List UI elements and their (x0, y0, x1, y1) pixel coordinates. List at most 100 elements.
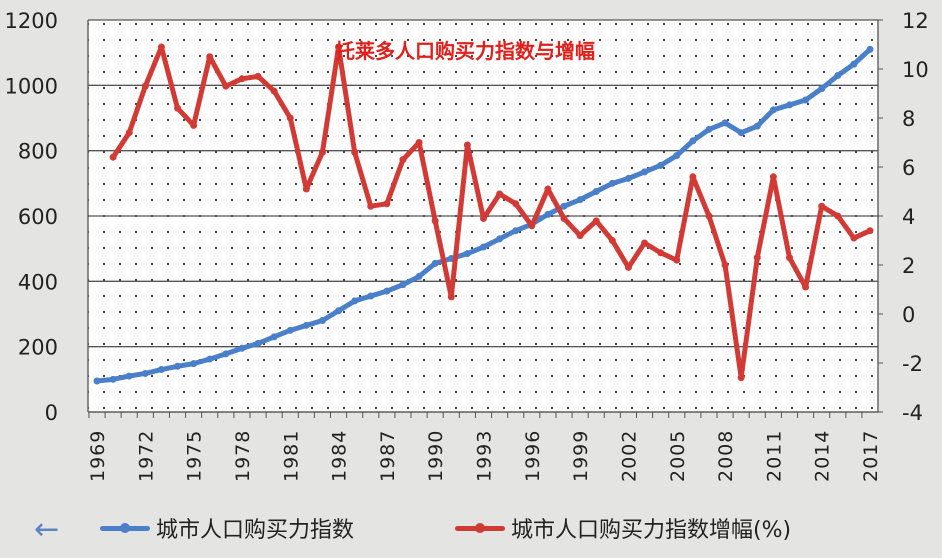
data-point (753, 122, 761, 130)
data-point (109, 375, 117, 383)
data-point (270, 87, 278, 95)
y-left-tick-label: 1000 (5, 74, 58, 98)
x-tick-label: 1987 (377, 430, 399, 482)
data-point (367, 292, 375, 300)
y-right-tick-label: -4 (902, 401, 923, 425)
data-point (318, 148, 326, 156)
data-point (834, 212, 842, 220)
data-point (222, 82, 230, 90)
data-point (576, 232, 584, 240)
data-point (463, 250, 471, 258)
data-point (512, 200, 520, 208)
data-point (705, 212, 713, 220)
chart: 0 200 400 600 800 1000 1200 -4 -2 0 2 4 6 8 10 12 1969 19… (5, 9, 929, 482)
x-tick-label: 1984 (329, 430, 351, 482)
data-point (335, 43, 343, 51)
data-point (141, 82, 149, 90)
y-left-tick-label: 1200 (5, 9, 58, 33)
data-point (544, 185, 552, 193)
data-point (351, 297, 359, 305)
data-point (802, 96, 810, 104)
y-right-tick-label: 10 (902, 58, 929, 82)
legend-label: 城市人口购买力指数 (156, 518, 355, 543)
data-point (254, 72, 262, 80)
legend-swatch-red (455, 522, 505, 533)
data-point (157, 43, 165, 51)
x-tick-label: 1981 (280, 430, 302, 482)
data-point (399, 281, 407, 289)
data-point (399, 156, 407, 164)
data-point (141, 369, 149, 377)
data-point (367, 202, 375, 210)
data-point (866, 45, 874, 53)
legend-item-index: 城市人口购买力指数 (100, 510, 354, 546)
legend-swatch-blue (100, 522, 150, 533)
data-point (254, 339, 262, 347)
y-right-tick-label: 0 (902, 303, 915, 327)
data-point (351, 148, 359, 156)
chart-title: 托莱多人口购买力指数与增幅 (335, 39, 595, 63)
data-point (206, 355, 214, 363)
data-point (624, 263, 632, 271)
data-point (673, 256, 681, 264)
data-point (818, 202, 826, 210)
data-point (431, 217, 439, 225)
arrow-left-icon[interactable]: ← (34, 512, 60, 547)
data-point (592, 217, 600, 225)
data-point (785, 101, 793, 109)
data-point (608, 237, 616, 244)
data-point (463, 141, 471, 149)
data-point (512, 227, 520, 235)
x-tick-label: 2005 (667, 430, 689, 482)
data-point (641, 239, 649, 247)
data-point (769, 106, 777, 114)
data-point (560, 202, 568, 210)
x-tick-label: 2011 (763, 430, 785, 482)
data-point (576, 196, 584, 204)
data-point (125, 372, 133, 380)
x-tick-label: 1975 (184, 430, 206, 482)
data-point (769, 173, 777, 181)
data-point (174, 362, 182, 370)
data-point (238, 75, 246, 83)
data-point (802, 283, 810, 291)
x-tick-label: 1969 (87, 430, 109, 482)
data-point (318, 317, 326, 325)
data-point (737, 129, 745, 137)
y-right-tick-label: 2 (902, 254, 915, 278)
data-point (286, 114, 294, 122)
data-point (383, 287, 391, 295)
data-point (93, 377, 101, 385)
data-point (705, 125, 713, 133)
data-point (302, 321, 310, 329)
data-point (447, 293, 455, 301)
data-point (335, 307, 343, 315)
legend-item-growth: 城市人口购买力指数增幅(%) (455, 510, 791, 546)
data-point (753, 254, 761, 262)
data-point (528, 222, 536, 230)
y-right-tick-label: 4 (902, 205, 915, 229)
legend-label: 城市人口购买力指数增幅(%) (511, 518, 792, 543)
data-point (641, 168, 649, 176)
data-point (624, 174, 632, 182)
y-left-tick-label: 800 (18, 140, 58, 164)
x-tick-label: 2014 (812, 430, 834, 482)
data-point (383, 200, 391, 208)
y-right-tick-label: 12 (902, 9, 929, 33)
data-point (737, 374, 745, 382)
data-point (834, 72, 842, 80)
y-left-tick-label: 600 (18, 205, 58, 229)
data-point (125, 129, 133, 137)
x-tick-label: 2008 (715, 430, 737, 482)
data-point (431, 259, 439, 267)
data-point (721, 261, 729, 269)
data-point (850, 234, 858, 242)
data-point (270, 333, 278, 341)
x-tick-label: 1996 (522, 430, 544, 482)
data-point (850, 60, 858, 68)
data-point (206, 53, 214, 61)
data-point (818, 85, 826, 93)
data-point (190, 360, 198, 368)
data-point (286, 326, 294, 334)
data-point (496, 190, 504, 198)
